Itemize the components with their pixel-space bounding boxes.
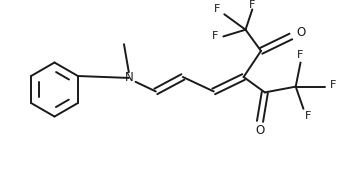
Text: F: F bbox=[297, 50, 303, 60]
Text: F: F bbox=[305, 110, 312, 121]
Text: O: O bbox=[255, 124, 265, 137]
Text: F: F bbox=[330, 80, 336, 90]
Text: O: O bbox=[296, 26, 305, 39]
Text: F: F bbox=[211, 31, 218, 41]
Text: N: N bbox=[124, 71, 133, 84]
Text: F: F bbox=[249, 0, 256, 10]
Text: F: F bbox=[214, 4, 221, 15]
